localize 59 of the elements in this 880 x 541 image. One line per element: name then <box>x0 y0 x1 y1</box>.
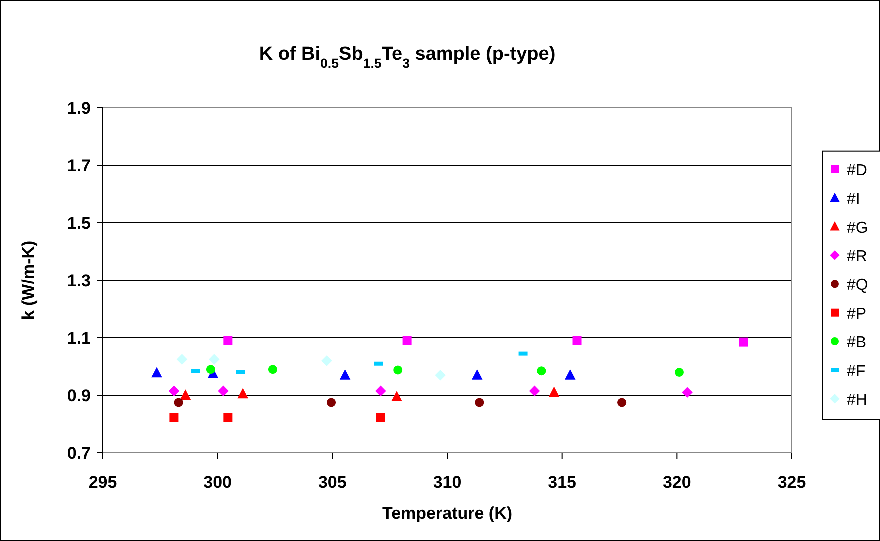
y-tick-label: 1.1 <box>67 329 91 348</box>
legend-label: #Q <box>847 277 868 294</box>
legend-label: #D <box>847 162 868 180</box>
x-tick-label: 305 <box>318 473 347 492</box>
point <box>170 413 179 422</box>
point <box>327 398 336 408</box>
point <box>537 366 546 376</box>
point <box>394 366 403 375</box>
point <box>402 336 412 346</box>
y-tick-label: 0.9 <box>67 386 91 406</box>
x-tick-label: 320 <box>662 473 692 492</box>
point <box>180 390 192 400</box>
x-axis-title: Temperature (K) <box>382 504 513 523</box>
y-tick-label: 0.7 <box>67 444 91 463</box>
y-tick-label: 1.3 <box>67 272 91 290</box>
point <box>174 398 184 408</box>
legend-label: #I <box>847 191 860 208</box>
point <box>322 356 332 366</box>
point <box>340 370 351 380</box>
chart-title: K of Bi$_{0.5}$Sb$_{1.5}$Te$_{3}$ sample (p-type) <box>259 44 556 70</box>
point <box>475 398 484 408</box>
legend-label: #H <box>847 392 868 409</box>
x-tick-label: 315 <box>548 473 577 492</box>
point <box>618 398 627 408</box>
point <box>529 386 540 397</box>
point <box>376 413 386 422</box>
point <box>218 386 229 397</box>
legend-label: #R <box>847 248 868 266</box>
point <box>548 386 560 398</box>
x-tick-label: 300 <box>204 473 232 492</box>
point <box>435 370 446 381</box>
point <box>572 336 582 346</box>
legend-label: #B <box>847 334 867 352</box>
point <box>176 354 188 365</box>
legend-label: #F <box>847 363 866 380</box>
x-tick-label: 310 <box>433 473 462 492</box>
point <box>168 386 180 397</box>
y-tick-label: 1.5 <box>67 214 91 233</box>
point <box>208 354 220 365</box>
x-tick-label: 325 <box>778 473 806 492</box>
point <box>392 391 402 402</box>
y-tick-label: 1.7 <box>67 156 91 176</box>
y-tick-label: 1.9 <box>67 99 91 118</box>
legend-label: #P <box>847 306 867 323</box>
point <box>375 386 386 397</box>
point <box>739 338 748 347</box>
point <box>564 370 576 380</box>
legend-label: #G <box>847 220 868 237</box>
point <box>268 365 278 374</box>
point <box>224 413 233 422</box>
point <box>206 365 216 374</box>
point <box>674 368 684 377</box>
point <box>472 370 483 380</box>
x-tick-label: 295 <box>88 473 118 492</box>
y-axis-title: k (W/m-K) <box>19 240 38 320</box>
point <box>682 387 693 398</box>
point <box>238 388 248 399</box>
point <box>152 367 162 378</box>
point <box>224 336 233 346</box>
